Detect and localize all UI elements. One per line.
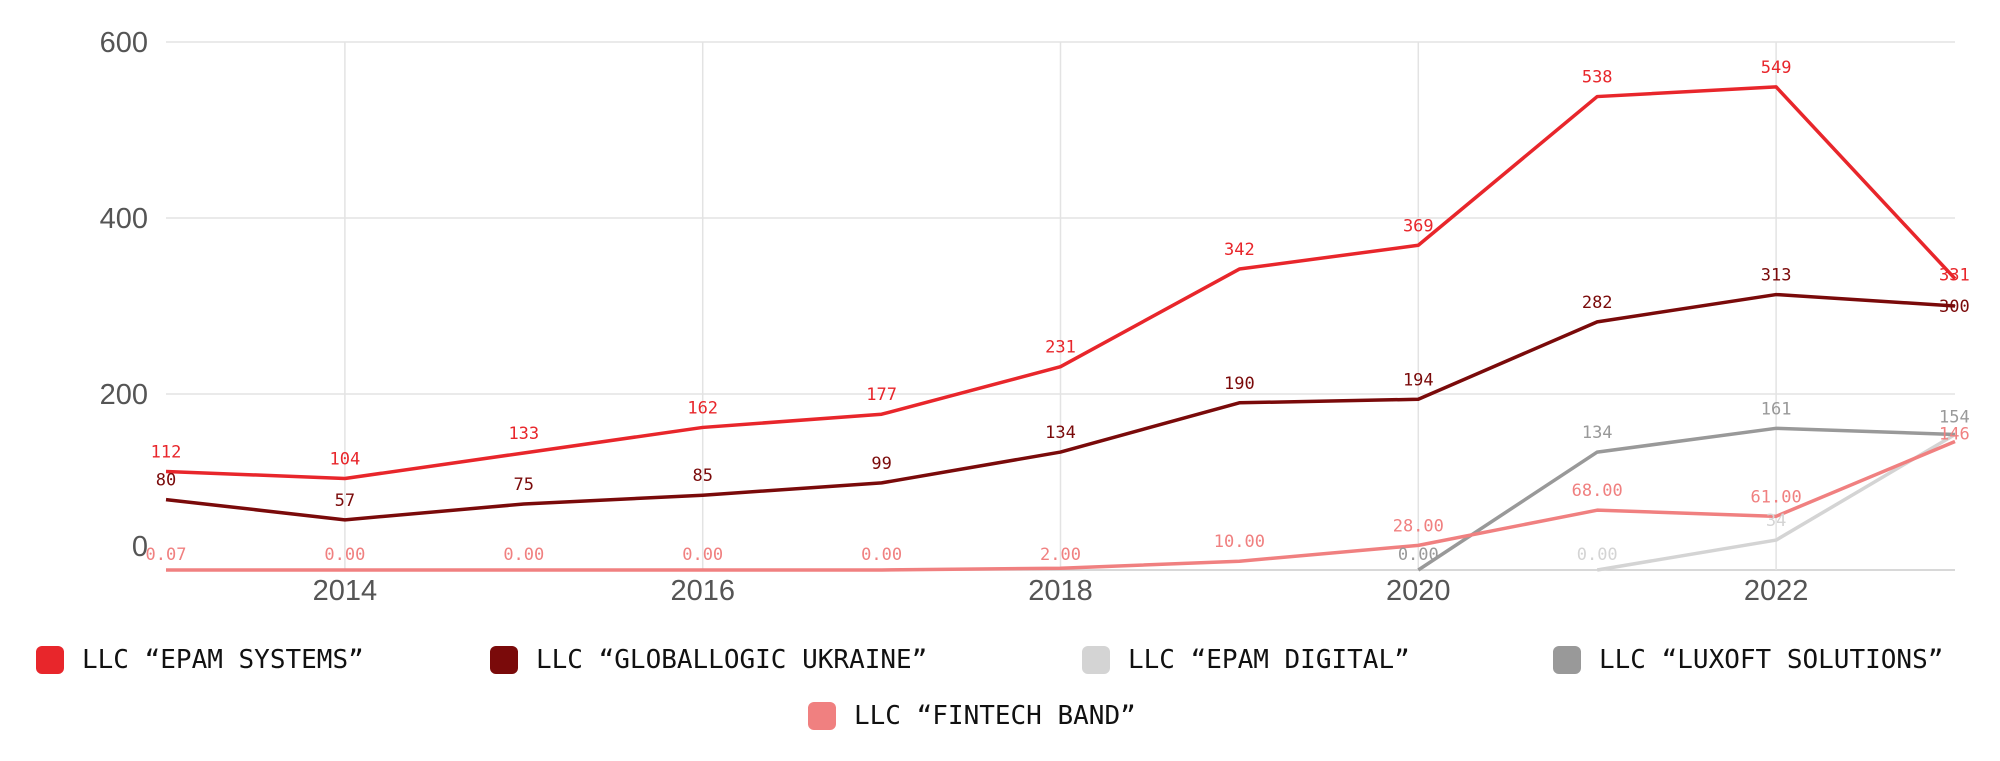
data-label: 0.00	[861, 545, 902, 565]
data-label: 331	[1939, 266, 1970, 286]
data-labels: 112 104 133 162 177 231 342 369 538 549 331 80 57 75 8…	[146, 58, 1970, 565]
data-label: 99	[871, 454, 891, 474]
data-label: 162	[687, 398, 718, 418]
data-label: 300	[1939, 297, 1970, 317]
data-label: 0.00	[1398, 545, 1439, 565]
x-tick-label: 2020	[1386, 575, 1451, 607]
legend-item: LLC “GLOBALLOGIC UKRAINE”	[490, 640, 927, 680]
data-label: 85	[692, 466, 712, 486]
x-tick-label: 2014	[313, 575, 378, 607]
data-label: 28.00	[1393, 516, 1444, 536]
series-line	[165, 292, 1956, 522]
series-lines	[165, 85, 1957, 572]
data-label: 0.00	[324, 545, 365, 565]
series-line	[165, 439, 1956, 572]
legend-swatch	[1082, 646, 1110, 674]
data-label: 538	[1582, 68, 1613, 88]
legend-swatch	[490, 646, 518, 674]
data-label: 177	[866, 385, 897, 405]
legend-item: LLC “EPAM SYSTEMS”	[36, 640, 364, 680]
data-label: 112	[151, 442, 182, 462]
data-label: 146	[1939, 425, 1970, 445]
data-label: 57	[335, 491, 355, 511]
legend-item: LLC “LUXOFT SOLUTIONS”	[1553, 640, 1943, 680]
data-label: 134	[1045, 423, 1076, 443]
x-tick-label: 2022	[1744, 575, 1809, 607]
data-label: 104	[330, 449, 361, 469]
legend-swatch	[36, 646, 64, 674]
data-label: 282	[1582, 293, 1613, 313]
y-tick-label: 0	[132, 531, 148, 563]
data-label: 134	[1582, 423, 1613, 443]
y-tick-label: 200	[100, 379, 148, 411]
data-label: 2.00	[1040, 545, 1081, 565]
data-label: 68.00	[1572, 481, 1623, 501]
data-label: 34	[1766, 511, 1786, 531]
data-label: 231	[1045, 338, 1076, 358]
x-tick-label: 2018	[1028, 575, 1093, 607]
legend-swatch	[1553, 646, 1581, 674]
legend-label: LLC “EPAM SYSTEMS”	[82, 645, 364, 675]
data-label: 549	[1761, 58, 1792, 78]
data-label: 154	[1939, 407, 1970, 427]
legend-label: LLC “EPAM DIGITAL”	[1128, 645, 1410, 675]
data-label: 61.00	[1751, 487, 1802, 507]
data-label: 190	[1224, 374, 1255, 394]
axis-labels: 0 200 400 600 2014 2016 2018 2020 2022	[100, 27, 1809, 607]
data-label: 369	[1403, 216, 1434, 236]
legend-item: LLC “EPAM DIGITAL”	[1082, 640, 1410, 680]
legend-label: LLC “FINTECH BAND”	[854, 701, 1136, 731]
data-label: 0.00	[682, 545, 723, 565]
data-label: 80	[156, 471, 176, 491]
data-label: 0.07	[146, 545, 187, 565]
data-label: 0.00	[1577, 545, 1618, 565]
x-tick-label: 2016	[670, 575, 735, 607]
series-line	[1596, 432, 1956, 572]
series-line	[165, 85, 1957, 481]
y-tick-label: 400	[100, 203, 148, 235]
data-label: 75	[514, 475, 534, 495]
data-label: 10.00	[1214, 532, 1265, 552]
data-label: 342	[1224, 240, 1255, 260]
line-chart: 0 200 400 600 2014 2016 2018 2020 2022 112 104 133…	[100, 27, 1970, 607]
series-line	[1417, 426, 1956, 572]
legend-label: LLC “GLOBALLOGIC UKRAINE”	[536, 645, 928, 675]
data-label: 0.00	[503, 545, 544, 565]
data-label: 313	[1761, 266, 1792, 286]
legend-item: LLC “FINTECH BAND”	[808, 696, 1136, 736]
data-label: 161	[1761, 399, 1792, 419]
legend-swatch	[808, 702, 836, 730]
data-label: 133	[508, 424, 539, 444]
grid-lines	[166, 41, 1955, 571]
y-tick-label: 600	[100, 27, 148, 59]
legend-label: LLC “LUXOFT SOLUTIONS”	[1599, 645, 1944, 675]
data-label: 194	[1403, 370, 1434, 390]
